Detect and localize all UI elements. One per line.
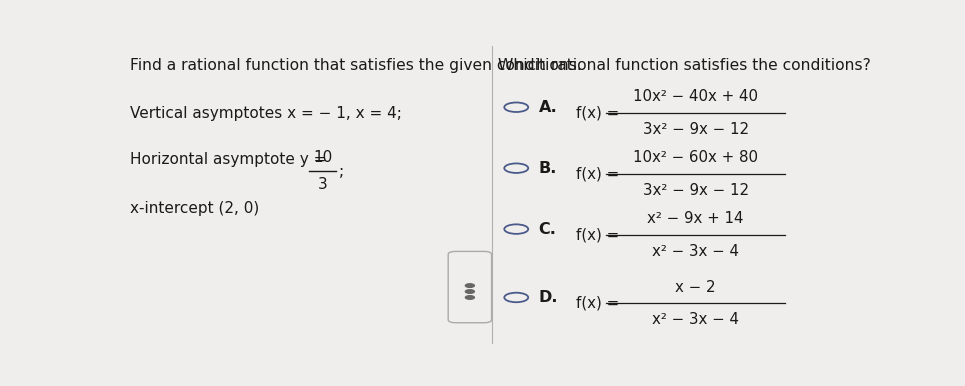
Circle shape xyxy=(465,290,475,293)
Text: x² − 3x − 4: x² − 3x − 4 xyxy=(652,312,739,327)
Text: 3x² − 9x − 12: 3x² − 9x − 12 xyxy=(643,122,749,137)
Text: Horizontal asymptote y =: Horizontal asymptote y = xyxy=(129,152,331,167)
Text: x − 2: x − 2 xyxy=(676,279,716,295)
Circle shape xyxy=(465,284,475,287)
Text: ;: ; xyxy=(339,164,345,179)
Text: f(x) =: f(x) = xyxy=(576,228,620,242)
Text: A.: A. xyxy=(538,100,558,115)
Circle shape xyxy=(465,296,475,299)
Text: f(x) =: f(x) = xyxy=(576,296,620,311)
Text: D.: D. xyxy=(538,290,558,305)
Text: 10: 10 xyxy=(313,150,332,165)
Text: 10x² − 40x + 40: 10x² − 40x + 40 xyxy=(633,89,758,104)
Text: B.: B. xyxy=(538,161,557,176)
Text: x-intercept (2, 0): x-intercept (2, 0) xyxy=(129,201,259,216)
Text: f(x) =: f(x) = xyxy=(576,167,620,182)
Text: x² − 3x − 4: x² − 3x − 4 xyxy=(652,244,739,259)
Text: C.: C. xyxy=(538,222,557,237)
Text: Vertical asymptotes x = − 1, x = 4;: Vertical asymptotes x = − 1, x = 4; xyxy=(129,106,401,121)
Text: Find a rational function that satisfies the given conditions.: Find a rational function that satisfies … xyxy=(129,58,581,73)
Text: f(x) =: f(x) = xyxy=(576,106,620,121)
Text: 3x² − 9x − 12: 3x² − 9x − 12 xyxy=(643,183,749,198)
FancyBboxPatch shape xyxy=(448,251,491,323)
Text: 10x² − 60x + 80: 10x² − 60x + 80 xyxy=(633,150,758,165)
Text: x² − 9x + 14: x² − 9x + 14 xyxy=(648,211,744,226)
Text: 3: 3 xyxy=(317,177,327,192)
Text: Which rational function satisfies the conditions?: Which rational function satisfies the co… xyxy=(498,58,870,73)
